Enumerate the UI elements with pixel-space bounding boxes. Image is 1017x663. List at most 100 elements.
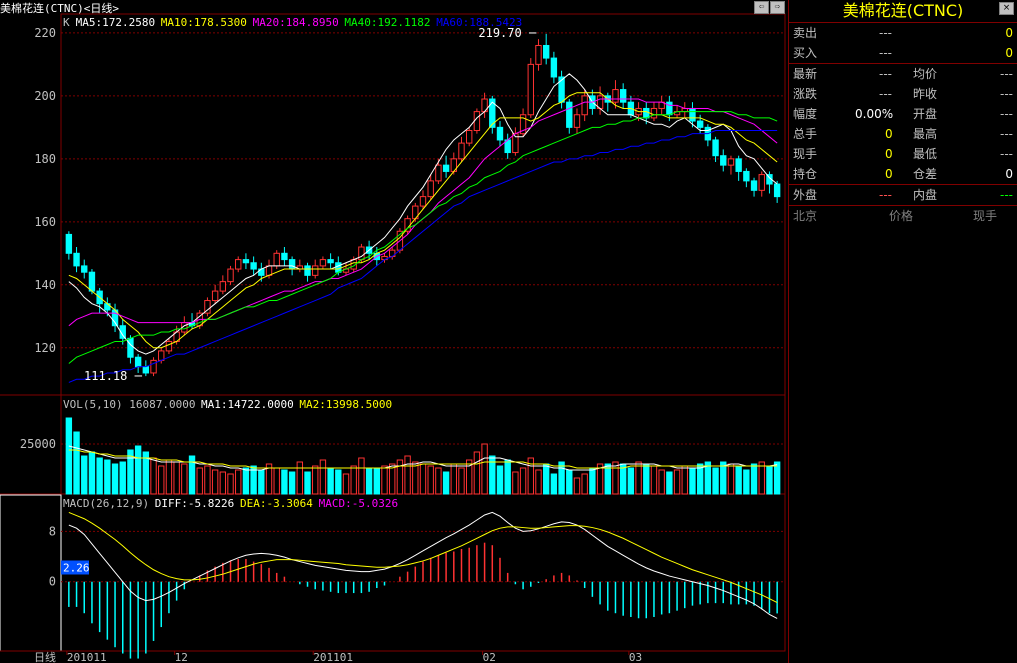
- quote-label: 持仓: [793, 167, 818, 181]
- quote-value: ---: [1000, 87, 1013, 101]
- y-tick-label: 140: [34, 278, 56, 292]
- candle-body: [265, 265, 273, 276]
- ma-line-ma40: [68, 111, 778, 364]
- volume-bar: [627, 467, 635, 495]
- quote-label: 仓差: [913, 167, 938, 181]
- volume-bar: [419, 463, 427, 495]
- candle-body: [211, 290, 219, 302]
- volume-bar: [481, 443, 488, 495]
- y-tick-label: 220: [34, 26, 56, 40]
- macd-legend-label: MACD:-5.0326: [319, 497, 398, 510]
- macd-legend-label: DEA:-3.3064: [240, 497, 313, 510]
- volume-bar: [766, 465, 773, 495]
- candle-body: [727, 158, 735, 166]
- inner-value: ---: [1000, 188, 1013, 202]
- candle-body: [643, 107, 650, 119]
- volume-bar: [211, 469, 219, 495]
- volume-bar: [735, 465, 742, 495]
- candle-body: [219, 281, 227, 292]
- candle-body: [566, 101, 573, 128]
- volume-bar: [342, 473, 350, 495]
- quote-title: 美棉花连(CTNC): [789, 0, 1017, 23]
- buy-volume: 0: [1005, 46, 1013, 60]
- candle-body: [281, 252, 288, 261]
- candle-body: [612, 89, 619, 103]
- candle-body: [435, 164, 442, 182]
- sell-volume: 0: [1005, 26, 1013, 40]
- vol-legend-label: MA1:14722.0000: [201, 398, 294, 411]
- volume-bar: [111, 463, 119, 495]
- volume-bar: [720, 461, 727, 495]
- candle-body: [735, 158, 742, 172]
- candle-body: [81, 265, 88, 273]
- volume-bar: [88, 451, 96, 495]
- quote-value: ---: [1000, 127, 1013, 141]
- macd-cursor-box: [61, 560, 89, 575]
- nav-left-button[interactable]: ⇦: [754, 1, 769, 14]
- quote-row: 幅度 0.00% 开盘 ---: [789, 104, 1017, 124]
- quote-row: 总手 0 最高 ---: [789, 124, 1017, 144]
- volume-bar: [412, 461, 419, 495]
- ma-line-ma20: [68, 98, 778, 327]
- arrow-right-icon: ⇨: [774, 2, 781, 12]
- vol-legend-label: MA2:13998.5000: [299, 398, 392, 411]
- volume-bar: [612, 461, 619, 495]
- volume-bar: [96, 457, 103, 495]
- candle-body: [419, 196, 427, 207]
- volume-bar: [519, 467, 527, 495]
- low-annotation: 111.18 ─: [84, 369, 143, 383]
- buy-label: 买入: [793, 46, 818, 60]
- sell-label: 卖出: [793, 26, 818, 40]
- volume-bar: [350, 465, 357, 495]
- candle-body: [242, 259, 250, 264]
- quote-value: ---: [1000, 147, 1013, 161]
- volume-bar: [704, 461, 712, 495]
- volume-bar: [365, 467, 373, 495]
- nav-right-button[interactable]: ⇨: [770, 1, 785, 14]
- volume-bar: [458, 467, 465, 495]
- quote-label: 总手: [793, 127, 818, 141]
- candle-body: [312, 265, 319, 276]
- chart-area[interactable]: 220 200 180 160 140 120 219.70 ─ 111.18 ─ K MA5:1…: [0, 0, 787, 663]
- quote-value: 0: [885, 167, 893, 181]
- volume-bar: [81, 455, 88, 495]
- ma-line-ma60: [68, 130, 778, 383]
- volume-bar: [542, 463, 550, 495]
- close-button[interactable]: ×: [999, 2, 1014, 15]
- quote-label: 昨收: [913, 87, 938, 101]
- arrow-left-icon: ⇦: [758, 2, 765, 12]
- candle-body: [473, 111, 481, 132]
- quote-label: 最低: [913, 147, 938, 161]
- quote-row: 现手 0 最低 ---: [789, 144, 1017, 164]
- volume-bar: [304, 471, 311, 495]
- volume-bar: [604, 463, 611, 495]
- volume-bar: [281, 469, 288, 495]
- window-title-text: 美棉花连(CTNC)<日线>: [0, 2, 119, 15]
- candle-body: [134, 356, 142, 368]
- trade-header-row: 北京 价格 现手: [789, 206, 1017, 226]
- ma-legend-label: K: [63, 16, 70, 29]
- quote-row: 涨跌 --- 昨收 ---: [789, 84, 1017, 104]
- volume-bar: [227, 473, 234, 495]
- volume-bar: [373, 467, 381, 495]
- candle-body: [288, 259, 296, 270]
- volume-bar: [127, 449, 134, 495]
- x-tick-label: 201011: [67, 651, 107, 663]
- volume-bar: [696, 463, 704, 495]
- volume-bar: [643, 463, 650, 495]
- quote-value: 0: [1005, 167, 1013, 181]
- volume-bar: [658, 469, 665, 495]
- buy-row: 买入 --- 0: [789, 43, 1017, 63]
- ma-legend-label: MA10:178.5300: [161, 16, 247, 29]
- volume-bar: [589, 467, 596, 495]
- candle-body: [550, 57, 558, 78]
- volume-bar: [188, 455, 196, 495]
- candle-body: [204, 300, 211, 314]
- candle-body: [619, 89, 627, 103]
- quote-label: 开盘: [913, 107, 938, 121]
- volume-bar: [312, 465, 319, 495]
- ma-line-ma5: [68, 73, 778, 355]
- volume-bar: [743, 469, 750, 495]
- candle-body: [573, 114, 581, 128]
